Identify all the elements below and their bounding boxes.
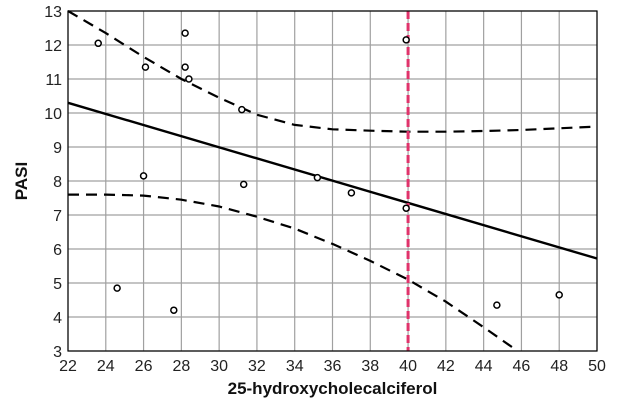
x-tick-label: 44: [475, 358, 493, 375]
y-tick-labels: 3 4 5 6 7 8 9 10 11 12 13: [44, 4, 62, 361]
data-point: [141, 63, 150, 71]
y-tick-label: 7: [53, 208, 62, 225]
data-point: [94, 39, 102, 48]
y-tick-label: 6: [53, 242, 62, 259]
y-tick-label: 10: [44, 106, 62, 123]
confidence-bands: [67, 10, 598, 352]
x-tick-label: 48: [550, 358, 568, 375]
y-axis-title: PASI: [12, 162, 31, 200]
x-axis-title: 25-hydroxycholecalciferol: [228, 379, 438, 398]
data-point: [185, 75, 193, 83]
data-point: [113, 284, 121, 292]
x-tick-label: 40: [399, 358, 417, 375]
plot-frame: [67, 10, 598, 352]
data-point: [313, 173, 322, 182]
data-point: [181, 29, 189, 37]
y-tick-label: 5: [53, 276, 62, 293]
x-tick-label: 22: [59, 358, 77, 375]
data-point: [402, 204, 410, 212]
x-tick-label: 42: [437, 358, 455, 375]
data-point: [181, 63, 189, 71]
y-tick-label: 3: [53, 344, 62, 361]
x-tick-label: 30: [210, 358, 228, 375]
x-tick-label: 24: [97, 358, 115, 375]
regression-line: [67, 101, 598, 260]
data-point: [402, 36, 410, 44]
x-tick-label: 28: [172, 358, 190, 375]
upper-confidence-band: [67, 10, 598, 133]
y-tick-label: 11: [45, 72, 62, 89]
data-point: [493, 301, 501, 309]
data-point: [555, 291, 563, 299]
data-points: [94, 29, 563, 314]
data-point: [139, 172, 148, 180]
data-point: [238, 105, 246, 114]
data-point: [239, 180, 248, 189]
x-tick-label: 46: [513, 358, 531, 375]
x-tick-label: 36: [324, 358, 342, 375]
x-tick-label: 26: [135, 358, 153, 375]
data-point: [170, 306, 178, 314]
y-tick-label: 4: [53, 310, 62, 327]
x-tick-label: 50: [588, 358, 606, 375]
y-tick-label: 13: [44, 4, 62, 21]
y-tick-label: 9: [53, 140, 62, 157]
x-tick-labels: 22 24 26 28 30 32 34 36 38 40 42 44 46 48 50: [59, 358, 606, 375]
regression-line-group: [67, 101, 598, 260]
y-tick-label: 8: [53, 174, 62, 191]
lower-confidence-band: [68, 193, 519, 352]
y-tick-label: 12: [44, 38, 62, 55]
x-tick-label: 32: [248, 358, 266, 375]
data-point: [347, 189, 356, 197]
x-tick-label: 34: [286, 358, 304, 375]
x-tick-label: 38: [361, 358, 379, 375]
